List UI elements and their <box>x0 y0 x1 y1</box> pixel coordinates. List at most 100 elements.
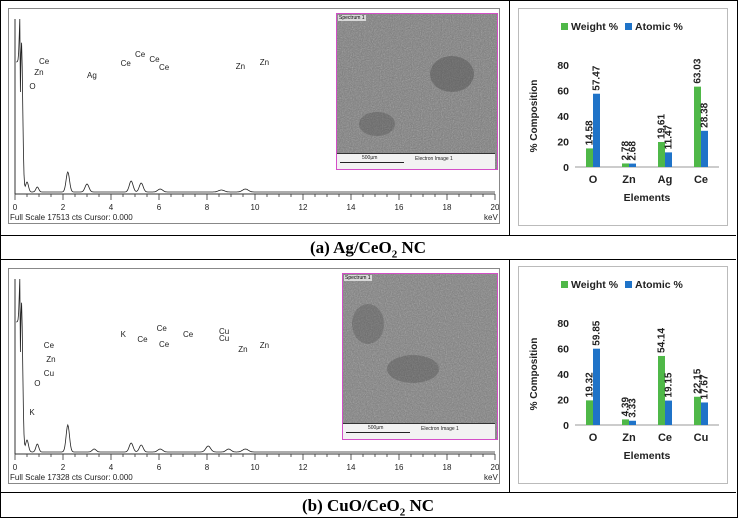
peak-label: Ce <box>39 57 50 66</box>
sem-texture <box>343 274 497 439</box>
data-label: 19.32 <box>585 372 596 397</box>
peak-label: Ce <box>157 324 168 333</box>
x-tick-label: 2 <box>61 203 66 212</box>
sem-texture <box>337 14 497 169</box>
data-label: 11.47 <box>664 124 675 149</box>
x-tick-label: 16 <box>395 203 404 212</box>
caption-text: (b) CuO/CeO <box>301 496 400 515</box>
column-divider <box>509 0 510 235</box>
x-tick-label: Ag <box>658 174 673 186</box>
legend-label: Weight % <box>571 21 619 33</box>
bar <box>658 141 665 167</box>
eds-spectrum-b: 0 2 4 6 8 10 12 14 16 18 20 K O Cu Zn Ce K Ce Ce Ce Ce Cu Cu Zn… <box>8 268 500 484</box>
row-divider <box>0 259 736 260</box>
x-tick-label: 18 <box>443 463 452 472</box>
image-caption: Electron Image 1 <box>421 426 459 432</box>
peak-label: Ce <box>159 340 170 349</box>
peak-label: Zn <box>238 345 247 354</box>
composition-chart-svg: Weight % Atomic % 0 20 40 60 80 % Composition 14… <box>529 21 719 204</box>
data-label: 59.85 <box>592 320 603 345</box>
row-divider <box>0 235 736 236</box>
peak-label: Ag <box>87 71 97 80</box>
scale-line <box>340 162 404 163</box>
x-tick-label: 20 <box>491 203 499 212</box>
data-label: 4.39 <box>621 397 632 417</box>
x-axis-title: Elements <box>624 192 671 204</box>
y-tick-label: 80 <box>557 318 569 330</box>
x-tick-label: 4 <box>109 203 114 212</box>
bar <box>593 93 600 167</box>
peak-label: O <box>29 82 35 91</box>
legend-label: Atomic % <box>635 279 684 291</box>
data-label: 63.03 <box>693 58 704 83</box>
x-tick-label: 20 <box>491 463 499 472</box>
bar <box>665 400 672 425</box>
scale-line <box>346 432 410 433</box>
x-tick-label: 18 <box>443 203 452 212</box>
image-caption: Electron Image 1 <box>415 156 453 162</box>
x-tick-label: 8 <box>205 463 210 472</box>
y-tick-label: 80 <box>557 60 569 72</box>
bar <box>622 163 629 167</box>
bar <box>629 420 636 425</box>
column-divider <box>509 259 510 492</box>
y-axis-title: % Composition <box>529 338 540 411</box>
peak-label: Cu <box>219 327 229 336</box>
y-tick-label: 60 <box>557 344 569 356</box>
sem-tag: Spectrum 1 <box>344 275 372 281</box>
data-label: 2.68 <box>628 141 639 161</box>
caption-tail: NC <box>397 238 426 257</box>
spectrum-trace <box>16 278 495 453</box>
peak-label: Zn <box>34 68 43 77</box>
x-tick-label: 10 <box>251 463 260 472</box>
x-tick-label: 12 <box>299 203 308 212</box>
composition-chart-a: Weight % Atomic % 0 20 40 60 80 % Composition 14… <box>518 8 728 226</box>
legend-label: Weight % <box>571 279 619 291</box>
data-label: 54.14 <box>657 328 668 353</box>
y-tick-label: 0 <box>563 420 569 432</box>
data-label: 57.47 <box>592 65 603 90</box>
y-tick-label: 60 <box>557 86 569 98</box>
peak-label: Ce <box>121 59 132 68</box>
bar <box>694 86 701 167</box>
caption-b: (b) CuO/CeO2 NC <box>0 496 736 518</box>
bar <box>694 396 701 425</box>
data-label: 3.33 <box>628 398 639 418</box>
x-tick-label: 0 <box>13 203 18 212</box>
data-label: 14.58 <box>585 120 596 145</box>
scale-label: 500µm <box>362 155 378 161</box>
peak-label: Ce <box>44 341 55 350</box>
eds-spectrum-a: 0 2 4 6 8 10 12 14 16 18 20 O Zn Ce Ag Ce Ce Ce Ce Zn Zn Spe… <box>8 8 500 224</box>
composition-chart-svg: Weight % Atomic % 0 20 40 60 80 % Composition 19… <box>529 279 719 462</box>
data-label: 2.78 <box>621 141 632 161</box>
bar <box>622 419 629 425</box>
y-tick-label: 20 <box>557 395 569 407</box>
x-tick-label: 10 <box>251 203 260 212</box>
spectrum-unit: keV <box>484 213 498 222</box>
peak-label: K <box>29 408 35 417</box>
sem-image: Spectrum 1 500µm Electron Image 1 <box>342 273 498 440</box>
composition-chart-b: Weight % Atomic % 0 20 40 60 80 % Composition 19… <box>518 266 728 484</box>
peak-label: Ce <box>149 55 160 64</box>
bar <box>586 148 593 167</box>
legend-swatch <box>625 23 632 30</box>
bar <box>665 152 672 167</box>
x-tick-label: Ce <box>658 432 672 444</box>
caption-subscript: 2 <box>399 506 406 518</box>
y-tick-label: 0 <box>563 162 569 174</box>
x-tick-label: 14 <box>347 203 356 212</box>
spectrum-footer: Full Scale 17328 cts Cursor: 0.000 <box>10 473 133 482</box>
x-tick-label: 16 <box>395 463 404 472</box>
peak-label: O <box>34 379 40 388</box>
legend-label: Atomic % <box>635 21 684 33</box>
x-tick-label: 12 <box>299 463 308 472</box>
legend-swatch <box>561 281 568 288</box>
x-tick-label: O <box>589 174 598 186</box>
y-axis-title: % Composition <box>529 80 540 153</box>
x-tick-label: Cu <box>694 432 709 444</box>
peak-label: Zn <box>236 62 245 71</box>
x-tick-label: Zn <box>622 432 636 444</box>
legend-swatch <box>561 23 568 30</box>
